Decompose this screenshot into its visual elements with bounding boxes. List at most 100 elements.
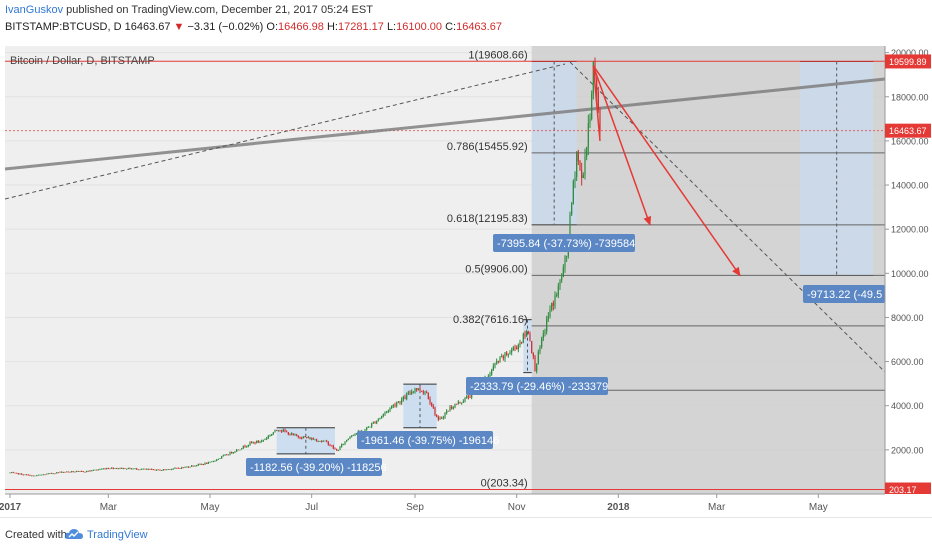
candle-body [42,474,44,476]
candle-body [141,469,143,470]
candle-body [34,475,36,477]
price-chart[interactable]: 1(19608.66) 0.786(15455.92) 0.618(12195.83… [0,46,932,516]
candle-body [339,446,341,450]
down-arrow-icon: ▼ [173,21,185,33]
tradingview-cloud-icon[interactable] [64,526,84,542]
candle-body [172,468,174,470]
candle-body [131,468,133,470]
candle-body [449,406,451,411]
candle-body [529,333,531,342]
candle-body [592,61,594,94]
candle-body [577,151,579,162]
candle-body [71,471,73,473]
price-tag-bg [885,123,931,138]
candle-body [69,471,71,473]
candle-body [424,392,426,394]
candle-body [212,461,214,463]
candle-body [549,309,551,317]
candle-body [434,407,436,415]
price-axis[interactable]: 2000.00 4000.00 6000.00 8000.00 10000.00 1200… [884,46,932,497]
range-label-bg [357,431,493,449]
candle-body [329,444,331,446]
price-tick-label: 6000.00 [891,357,924,367]
candle-body [522,333,524,343]
candle-body [557,285,559,296]
candle-body [21,473,23,475]
candle-body [526,331,528,337]
candle-body [341,444,343,447]
time-tick-label: May [809,502,828,513]
author-link[interactable]: IvanGuskov [5,4,64,16]
candle-body [281,430,283,432]
candle-body [279,430,281,432]
candle-body [392,404,394,407]
close-label: C: [445,21,457,33]
candle-body [126,468,128,470]
price-axis-bg [885,46,932,494]
candle-body [101,468,103,470]
candle-body [192,465,194,467]
ohlc-line: BITSTAMP:BTCUSD, D 16463.67 ▼ −3.31 (−0.… [5,21,502,33]
candle-body [516,347,518,350]
candle-body [61,471,63,473]
candle-body [136,468,138,470]
candle-body [532,352,534,357]
candle-body [446,410,448,414]
candle-body [377,419,379,421]
candle-body [144,468,146,470]
candle-body [564,256,566,268]
candle-body [442,417,444,419]
candle-body [59,471,61,473]
candle-body [117,468,119,470]
candle-body [271,434,273,436]
candle-body [384,412,386,415]
candle-body [397,401,399,404]
candle-body [256,440,258,444]
candle-body [586,147,588,157]
candle-body [524,333,526,337]
candle-body [599,109,601,131]
candle-body [381,416,383,418]
candle-body [171,469,173,470]
candle-body [294,434,296,436]
candle-body [231,452,233,454]
candle-body [321,441,323,442]
candle-body [464,398,466,402]
candle-body [327,441,329,445]
candle-body [254,442,256,444]
candle-body [206,463,208,464]
candle-body [389,408,391,411]
candle-body [81,471,83,472]
candle-body [292,433,294,436]
candle-body [202,464,204,465]
candle-body [547,316,549,320]
time-axis[interactable]: 2017 Mar May Jul Sep Nov 2018 Mar May [0,493,932,516]
candle-body [597,91,599,110]
chart-title: Bitcoin / Dollar, D, BITSTAMP [10,55,155,67]
candle-body [291,433,293,435]
candle-body [447,410,449,412]
candle-body [64,471,66,473]
close-value: 16463.67 [456,21,502,33]
candle-body [67,471,69,473]
candle-body [47,473,49,475]
candle-body [12,472,14,474]
range-label-bg [246,458,382,476]
candle-body [366,427,368,430]
candle-body [444,413,446,418]
candle-body [29,474,31,476]
candle-body [252,442,254,443]
candle-body [386,411,388,413]
candle-body [259,441,261,443]
candle-body [494,363,496,367]
tradingview-brand[interactable]: TradingView [87,529,148,541]
price-tick-label: 10000.00 [891,269,929,279]
candle-body [417,388,419,390]
candle-body [466,396,468,399]
candle-body [9,472,11,474]
candle-body [441,417,443,419]
fib-level-label: 0.618(12195.83) [447,213,528,225]
candle-body [251,442,253,443]
candle-body [387,410,389,412]
candle-body [459,401,461,403]
